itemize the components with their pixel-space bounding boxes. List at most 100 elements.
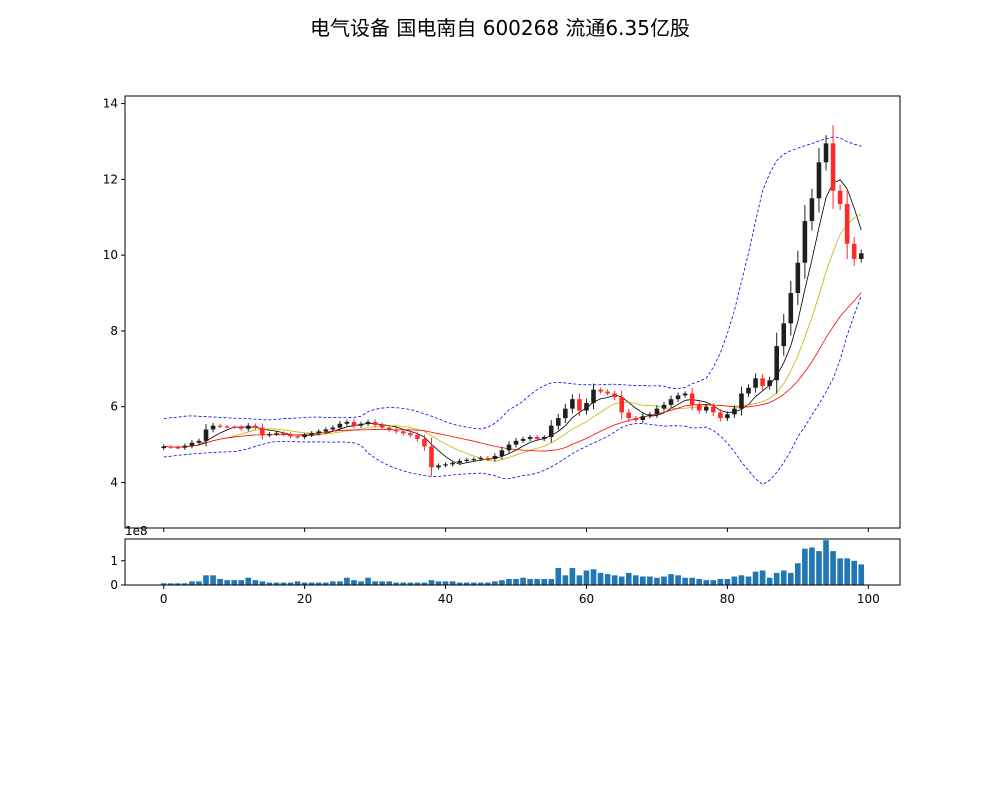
volume-bar [160, 583, 167, 585]
x-tick-label: 80 [720, 592, 735, 606]
candle-body [619, 397, 624, 413]
volume-bar [795, 563, 801, 585]
candle-body [323, 429, 329, 432]
candle-body [668, 399, 674, 405]
candle-body [816, 162, 822, 199]
volume-bar [837, 558, 843, 585]
candle-body [781, 323, 787, 347]
candle-body [837, 190, 843, 204]
candle-body [746, 387, 751, 394]
volume-panel [125, 539, 900, 585]
ma-slow-line [163, 292, 862, 452]
volume-bar [569, 568, 576, 585]
candle-body [513, 440, 519, 445]
bollinger-layer [163, 136, 862, 485]
candle-body [168, 446, 174, 448]
candle-body [267, 434, 272, 436]
volume-bar [731, 576, 738, 585]
candle-body [640, 416, 646, 420]
volume-bar [787, 572, 794, 585]
candle-body [548, 425, 554, 438]
volume-bar [597, 572, 604, 585]
volume-bar [647, 576, 653, 585]
volume-bar [337, 581, 343, 585]
candle-body [386, 427, 392, 430]
bollinger-lower-line [163, 295, 862, 485]
price-panel [125, 96, 900, 528]
volume-bar [703, 580, 710, 585]
price-tick-label: 4 [110, 476, 118, 490]
candle-body [492, 456, 498, 460]
candle-body [520, 438, 526, 441]
candle-body [612, 393, 617, 398]
candle-body [823, 143, 829, 163]
candle-body [767, 380, 772, 386]
volume-bar [745, 576, 752, 585]
candle-body [217, 425, 223, 427]
volume-bar [449, 581, 456, 585]
volume-bar [618, 576, 625, 585]
volume-bar [428, 580, 435, 585]
candle-body [563, 408, 568, 419]
candle-body [196, 440, 202, 443]
volume-bar [844, 558, 850, 585]
volume-bar [506, 578, 512, 585]
candle-body [365, 421, 371, 424]
volume-bar [386, 581, 393, 585]
volume-bar [372, 581, 378, 585]
candle-body [182, 445, 188, 448]
candle-body [379, 424, 385, 428]
volume-tick-label: 0 [110, 578, 118, 592]
candle-body [675, 395, 681, 400]
volume-bar [513, 578, 519, 585]
candle-body [858, 253, 864, 259]
volume-bar [358, 581, 364, 585]
volume-bar [435, 581, 442, 585]
candle-body [175, 447, 181, 449]
candle-body [570, 399, 575, 409]
volume-bar [393, 582, 400, 585]
volume-bar [189, 581, 195, 585]
candle-body [351, 421, 357, 426]
volume-bar [562, 575, 569, 585]
candle-body [260, 427, 265, 436]
volume-bar [661, 576, 667, 585]
volume-bar [689, 577, 695, 585]
volume-bar [217, 578, 223, 585]
volume-bar [252, 580, 259, 585]
candle-layer [161, 125, 864, 477]
candle-body [288, 434, 293, 437]
volume-bar [802, 548, 808, 585]
volume-bar [365, 577, 371, 585]
chart-title: 电气设备 国电南自 600268 流通6.35亿股 [310, 16, 690, 40]
candle-body [337, 423, 343, 428]
candle-body [760, 378, 765, 386]
volume-bar [470, 582, 477, 585]
volume-bar [421, 582, 428, 585]
candle-body [224, 426, 230, 428]
volume-bar [294, 581, 301, 585]
candle-body [316, 431, 322, 434]
candle-body [661, 404, 667, 409]
candle-body [436, 465, 441, 468]
volume-bar [175, 583, 181, 585]
volume-bar [830, 551, 836, 585]
volume-scale-label: 1e8 [125, 524, 148, 538]
candle-body [739, 393, 744, 409]
candle-body [358, 423, 364, 426]
volume-bar [823, 540, 829, 585]
volume-bar [773, 572, 780, 585]
volume-bar [766, 577, 773, 585]
volume-bar [759, 570, 766, 585]
candle-body [711, 406, 716, 413]
candle-body [471, 459, 477, 461]
volume-bar [414, 582, 421, 585]
candle-body [718, 412, 723, 419]
volume-bar [548, 578, 555, 585]
candle-body [401, 431, 406, 434]
candle-body [753, 378, 758, 388]
candle-body [344, 421, 350, 424]
volume-bar [682, 577, 688, 585]
candle-body [499, 450, 505, 456]
candle-body [210, 425, 216, 430]
